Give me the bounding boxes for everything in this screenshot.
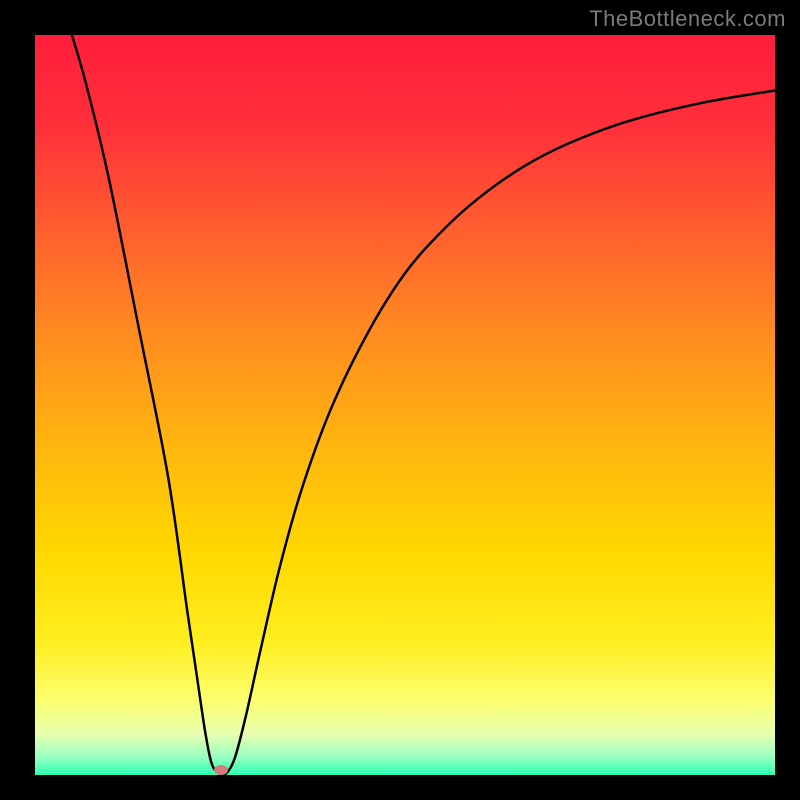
watermark-text: TheBottleneck.com	[589, 6, 786, 32]
plot-area	[35, 35, 775, 775]
bottleneck-curve	[35, 35, 775, 775]
minimum-marker	[214, 765, 228, 775]
